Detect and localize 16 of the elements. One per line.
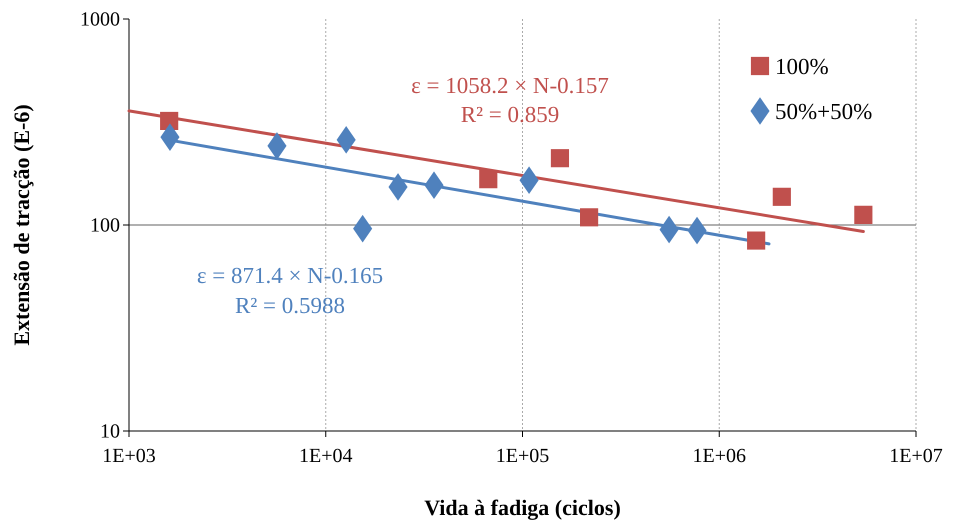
annotation: R² = 0.859 <box>460 102 560 127</box>
x-tick-label: 1E+07 <box>889 445 943 467</box>
y-tick-label: 100 <box>90 214 120 236</box>
x-tick-label: 1E+04 <box>299 445 352 467</box>
legend-label: 50%+50% <box>775 99 872 124</box>
y-tick-label: 10 <box>100 420 120 442</box>
legend-label: 100% <box>775 54 829 79</box>
x-axis-title: Vida à fadiga (ciclos) <box>424 495 621 520</box>
annotation: ε = 871.4 × N-0.165 <box>196 263 384 288</box>
y-axis-title: Extensão de tracção (E-6) <box>9 104 34 346</box>
y-tick-label: 1000 <box>80 8 120 30</box>
x-tick-label: 1E+05 <box>496 445 550 467</box>
x-tick-label: 1E+06 <box>692 445 746 467</box>
x-tick-label: 1E+03 <box>102 445 156 467</box>
annotation: R² = 0.5988 <box>235 293 345 318</box>
annotation: ε = 1058.2 × N-0.157 <box>411 73 609 98</box>
